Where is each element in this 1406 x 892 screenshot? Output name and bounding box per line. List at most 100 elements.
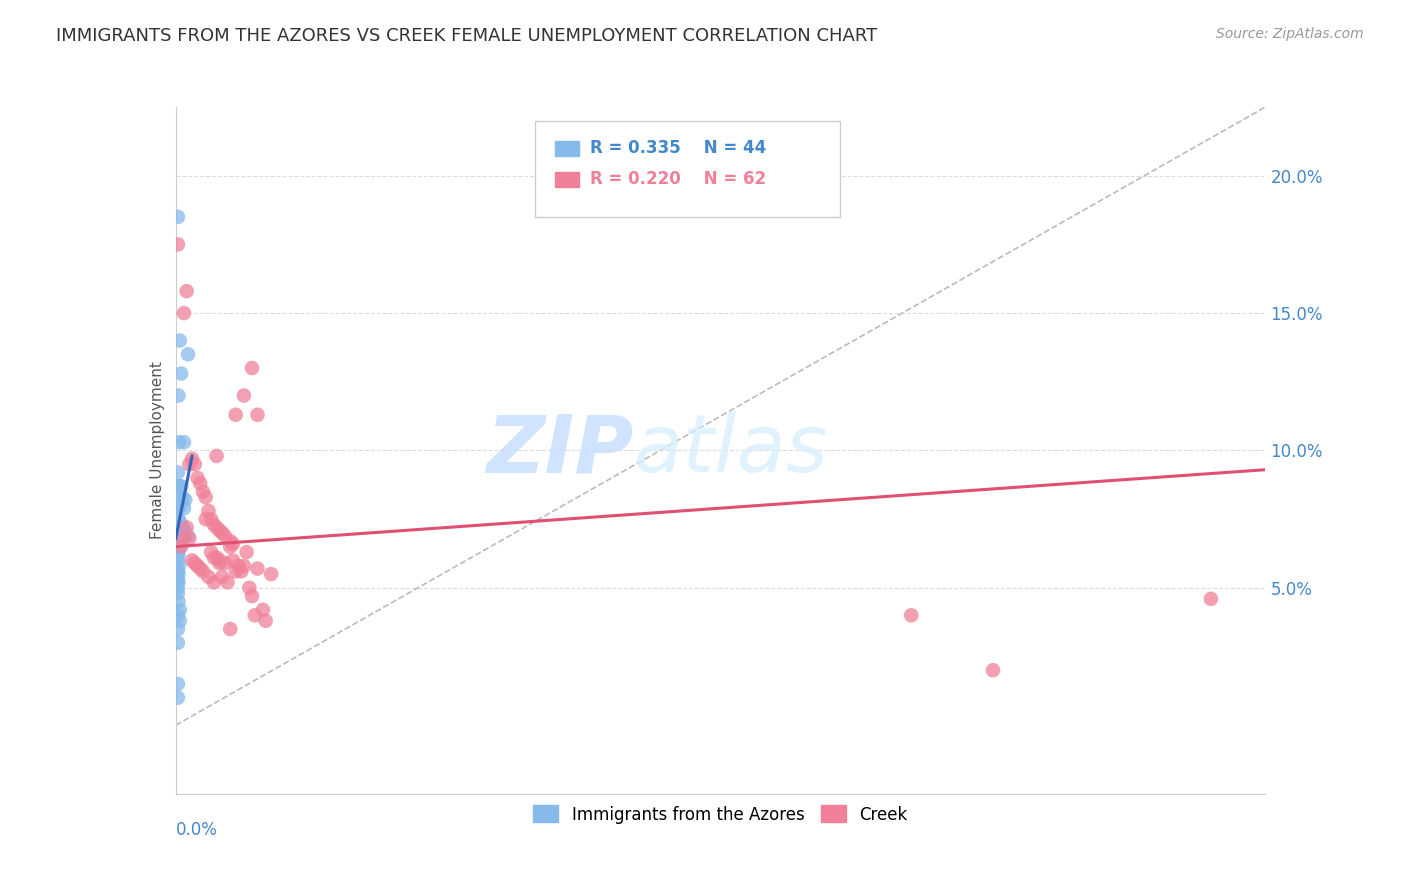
Point — [214, 556, 236, 570]
Point — [167, 237, 190, 252]
Text: Source: ZipAtlas.com: Source: ZipAtlas.com — [1216, 27, 1364, 41]
Point — [170, 532, 193, 546]
Point — [200, 512, 222, 526]
Point — [211, 570, 233, 584]
Point — [197, 504, 219, 518]
Point — [205, 449, 228, 463]
Point — [208, 523, 231, 537]
Text: R = 0.335    N = 44: R = 0.335 N = 44 — [591, 139, 766, 157]
Point — [186, 471, 209, 485]
Point — [173, 435, 195, 450]
Point — [167, 553, 190, 567]
Text: IMMIGRANTS FROM THE AZORES VS CREEK FEMALE UNEMPLOYMENT CORRELATION CHART: IMMIGRANTS FROM THE AZORES VS CREEK FEMA… — [56, 27, 877, 45]
Point — [173, 523, 195, 537]
Point — [205, 520, 228, 534]
Point — [169, 540, 191, 554]
Point — [194, 490, 217, 504]
Point — [167, 545, 190, 559]
Point — [186, 558, 209, 573]
Y-axis label: Female Unemployment: Female Unemployment — [149, 361, 165, 540]
Point — [243, 608, 266, 623]
Point — [205, 550, 228, 565]
Point — [260, 567, 283, 582]
Point — [176, 520, 198, 534]
Point — [167, 581, 190, 595]
Point — [167, 573, 190, 587]
Point — [254, 614, 277, 628]
Point — [246, 408, 269, 422]
Point — [167, 210, 190, 224]
Point — [217, 575, 239, 590]
Point — [167, 479, 190, 493]
Point — [191, 565, 214, 579]
FancyBboxPatch shape — [536, 120, 841, 217]
Point — [188, 561, 211, 575]
Point — [211, 525, 233, 540]
Point — [167, 594, 190, 608]
Point — [170, 492, 193, 507]
Point — [167, 512, 190, 526]
Point — [167, 501, 190, 516]
Point — [169, 603, 191, 617]
Point — [167, 532, 190, 546]
Point — [167, 586, 190, 600]
Point — [167, 548, 190, 562]
Point — [170, 479, 193, 493]
Point — [219, 540, 242, 554]
Point — [173, 306, 195, 320]
Point — [167, 608, 190, 623]
Point — [225, 408, 247, 422]
Text: atlas: atlas — [633, 411, 828, 490]
Point — [202, 575, 225, 590]
Bar — [555, 171, 579, 186]
Point — [191, 484, 214, 499]
Point — [219, 622, 242, 636]
Point — [231, 565, 253, 579]
Point — [202, 550, 225, 565]
Point — [167, 435, 190, 450]
Point — [174, 525, 197, 540]
Point — [184, 556, 207, 570]
Point — [981, 663, 1004, 677]
Point — [169, 614, 191, 628]
Point — [167, 636, 190, 650]
Point — [228, 558, 250, 573]
Point — [200, 545, 222, 559]
Point — [208, 556, 231, 570]
Point — [246, 561, 269, 575]
Point — [177, 347, 200, 361]
Point — [208, 553, 231, 567]
Point — [184, 457, 207, 471]
Point — [238, 581, 260, 595]
Point — [225, 565, 247, 579]
Point — [252, 603, 274, 617]
Point — [240, 361, 263, 376]
Text: 0.0%: 0.0% — [176, 822, 218, 839]
Point — [167, 501, 190, 516]
Point — [181, 451, 204, 466]
Point — [900, 608, 922, 623]
Point — [174, 492, 197, 507]
Point — [167, 677, 190, 691]
Point — [167, 466, 190, 480]
Point — [172, 490, 194, 504]
Point — [167, 567, 190, 582]
Point — [232, 388, 254, 402]
Point — [222, 553, 245, 567]
Text: R = 0.220    N = 62: R = 0.220 N = 62 — [591, 170, 766, 188]
Point — [177, 528, 200, 542]
Point — [235, 545, 257, 559]
Text: ZIP: ZIP — [486, 411, 633, 490]
Point — [176, 284, 198, 298]
Point — [219, 534, 242, 549]
Point — [179, 532, 201, 546]
Point — [202, 517, 225, 532]
Point — [167, 690, 190, 705]
Point — [172, 520, 194, 534]
Point — [181, 553, 204, 567]
Point — [173, 501, 195, 516]
Point — [167, 558, 190, 573]
Point — [169, 334, 191, 348]
Point — [167, 575, 190, 590]
Point — [169, 479, 191, 493]
